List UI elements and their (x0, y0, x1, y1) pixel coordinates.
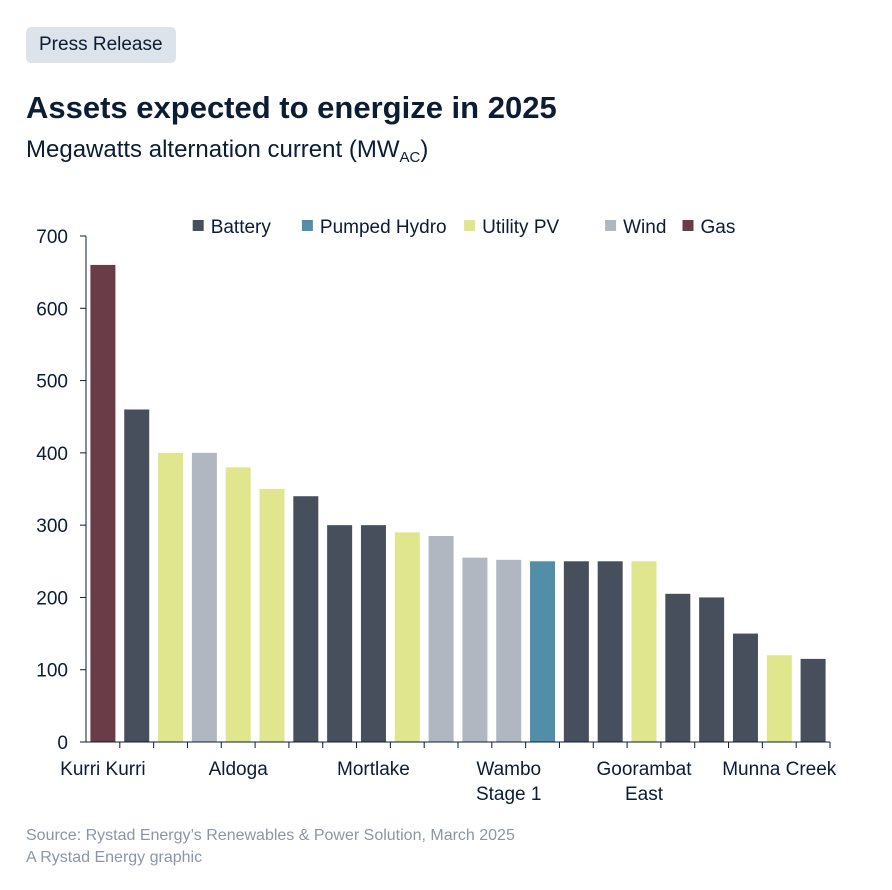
chart-title: Assets expected to energize in 2025 (26, 90, 557, 125)
bar-22 (800, 658, 826, 742)
bar-chart: Battery Pumped Hydro Utility PV Wind Gas 0 100… (36, 217, 837, 805)
legend-label-gas: Gas (701, 217, 736, 238)
bar-5 (225, 467, 251, 742)
y-tick-label-200: 200 (36, 588, 68, 609)
bar-1 (90, 264, 116, 742)
legend-swatch-pumped-hydro (301, 220, 313, 231)
bar-17 (631, 561, 657, 742)
bar-14 (530, 561, 556, 742)
legend-label-utility-pv: Utility PV (482, 217, 559, 238)
source-note: Source: Rystad Energy’s Renewables & Pow… (26, 827, 515, 844)
subtitle-text: Megawatts alternation current (MW (26, 136, 400, 163)
y-tick-label-100: 100 (36, 661, 68, 682)
legend-label-battery: Battery (211, 217, 272, 238)
legend-swatch-utility-pv (464, 220, 476, 231)
legend-swatch-gas (682, 220, 694, 231)
bar-7 (293, 496, 319, 742)
bar-12 (462, 557, 488, 742)
x-label-goorambat-east-line-2: East (625, 784, 664, 805)
y-tick-label-700: 700 (36, 227, 68, 248)
y-tick-label-300: 300 (36, 516, 68, 537)
y-tick-label-400: 400 (36, 444, 68, 465)
y-tick-label-500: 500 (36, 372, 68, 393)
bar-20 (732, 633, 758, 742)
subtitle-end: ) (420, 136, 429, 163)
bar-19 (699, 597, 725, 742)
bar-16 (597, 561, 623, 742)
bar-21 (766, 655, 792, 742)
bar-3 (158, 452, 184, 742)
bar-15 (563, 561, 589, 742)
legend-swatch-battery (192, 220, 204, 231)
bar-11 (428, 535, 454, 742)
legend-label-pumped-hydro: Pumped Hydro (320, 217, 447, 238)
bar-8 (327, 525, 353, 742)
x-label-kurri-kurri-line-1: Kurri Kurri (60, 759, 146, 780)
x-label-aldoga-line-1: Aldoga (209, 759, 269, 780)
bar-2 (124, 409, 150, 742)
x-label-goorambat-east-line-1: Goorambat (596, 759, 692, 780)
press-release-badge: Press Release (26, 27, 176, 63)
bar-18 (665, 593, 691, 742)
bar-6 (259, 489, 285, 742)
y-tick-label-0: 0 (57, 733, 68, 754)
x-label-mortlake-line-1: Mortlake (337, 759, 410, 780)
bar-13 (496, 559, 522, 742)
x-label-munna-creek-line-1: Munna Creek (722, 759, 837, 780)
bar-9 (360, 525, 386, 742)
x-label-wambo-stage-1-line-2: Stage 1 (476, 784, 542, 805)
chart-subtitle: Megawatts alternation current (MWAC) (26, 136, 428, 166)
y-tick-label-600: 600 (36, 299, 68, 320)
bar-4 (191, 452, 217, 742)
legend-swatch-wind (605, 220, 617, 231)
credit-note: A Rystad Energy graphic (26, 849, 203, 866)
bar-10 (394, 532, 420, 742)
x-label-wambo-stage-1-line-1: Wambo (476, 759, 541, 780)
subtitle-subscript: AC (399, 149, 421, 166)
legend-label-wind: Wind (623, 217, 666, 238)
